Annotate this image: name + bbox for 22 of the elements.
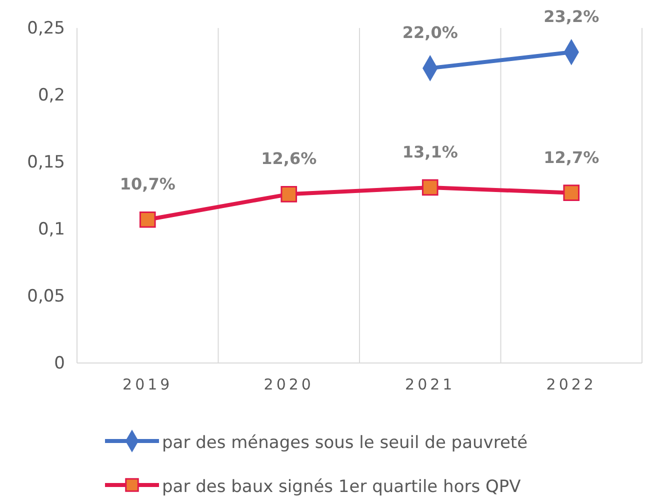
point — [139, 211, 156, 228]
y-tick-label: 0 — [54, 353, 65, 374]
x-tick-label: 2022 — [546, 376, 596, 394]
y-tick-label: 0,1 — [38, 219, 65, 240]
data-label: 23,2% — [544, 7, 600, 26]
data-label: 12,6% — [261, 149, 317, 168]
legend-label: par des baux signés 1er quartile hors QPV — [162, 477, 522, 497]
point — [280, 186, 298, 202]
y-tick-label: 0,05 — [27, 286, 65, 306]
point — [563, 184, 580, 201]
data-label: 12,7% — [544, 148, 600, 167]
data-label: 10,7% — [120, 174, 176, 194]
y-tick-label: 0,2 — [38, 85, 65, 106]
legend-label: par des ménages sous le seuil de pauvreté — [162, 433, 528, 453]
y-tick-label: 0,25 — [27, 18, 65, 38]
point — [422, 179, 438, 196]
x-tick-label: 2019 — [122, 376, 173, 394]
data-label: 22,0% — [402, 23, 458, 42]
y-tick-label: 0,15 — [27, 152, 65, 172]
data-label: 13,1% — [402, 142, 458, 162]
x-tick-label: 2020 — [264, 376, 314, 394]
x-tick-label: 2021 — [405, 376, 456, 394]
